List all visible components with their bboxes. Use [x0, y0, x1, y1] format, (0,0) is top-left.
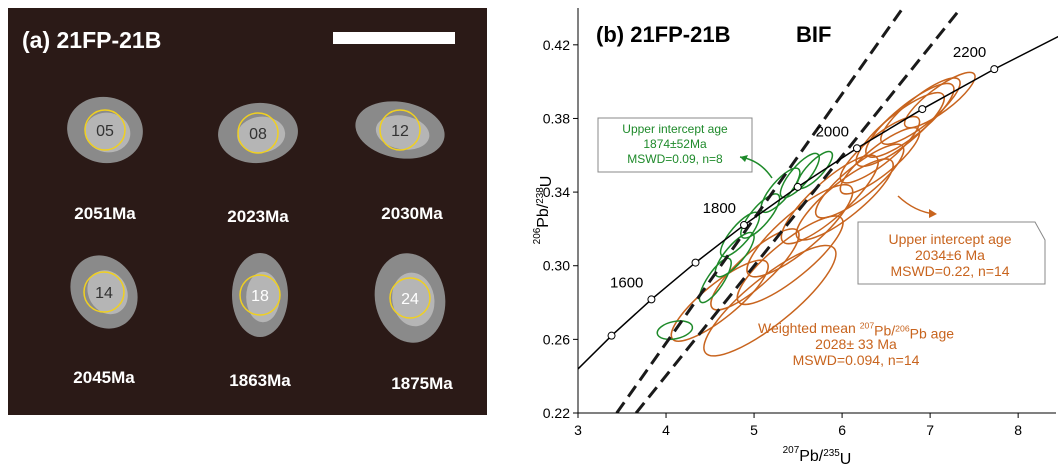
age-label: 2000 — [816, 123, 849, 140]
y-tick-label: 0.42 — [543, 37, 570, 53]
weighted-annotation: MSWD=0.094, n=14 — [793, 352, 920, 368]
text-part: Pb/ — [799, 448, 824, 464]
age-marker — [853, 145, 860, 152]
grain-age: 1875Ma — [391, 374, 453, 393]
superscript: 207 — [860, 321, 875, 331]
text-part: Pb age — [910, 325, 955, 341]
orange-annotation: MSWD=0.22, n=14 — [890, 263, 1009, 279]
superscript: 207 — [783, 445, 800, 456]
text-part: Weighted mean — [758, 320, 860, 336]
x-axis-label: 207Pb/235U — [783, 445, 852, 464]
text-part: U — [840, 451, 852, 464]
x-tick-label: 7 — [926, 422, 934, 438]
spot-label: 05 — [96, 123, 114, 140]
figure: (a) 21FP-21B 05 2051Ma 08 2023Ma 12 2030Ma 14 2… — [0, 0, 1058, 464]
green-annotation: 1874±52Ma — [643, 137, 707, 151]
chart-subtitle: BIF — [796, 22, 831, 47]
y-tick-label: 0.26 — [543, 331, 570, 347]
age-label: 1600 — [610, 274, 643, 291]
weighted-annotation: 2028± 33 Ma — [815, 336, 897, 352]
orange-arrowhead — [929, 209, 937, 218]
grain-age: 2051Ma — [74, 204, 136, 223]
x-tick-label: 4 — [662, 422, 670, 438]
spot-label: 24 — [401, 291, 419, 308]
age-marker — [794, 183, 801, 190]
superscript: 206 — [532, 227, 543, 244]
superscript: 235 — [823, 448, 840, 459]
spot-label: 12 — [391, 123, 409, 140]
age-marker — [741, 222, 748, 229]
grain-age: 2030Ma — [381, 204, 443, 223]
y-tick-label: 0.22 — [543, 405, 570, 421]
green-annotation: MSWD=0.09, n=8 — [627, 152, 723, 166]
age-marker — [692, 259, 699, 266]
age-label: 1800 — [703, 200, 736, 217]
y-tick-label: 0.30 — [543, 258, 570, 274]
age-label: 2200 — [953, 44, 986, 61]
age-marker — [991, 66, 998, 73]
scale-bar — [333, 32, 455, 44]
green-annotation: Upper intercept age — [622, 122, 728, 136]
age-marker — [919, 106, 926, 113]
orange-annotation: Upper intercept age — [889, 231, 1012, 247]
grain-age: 1863Ma — [229, 371, 291, 390]
superscript: 238 — [535, 187, 546, 204]
x-tick-label: 3 — [574, 422, 582, 438]
y-tick-label: 0.38 — [543, 110, 570, 126]
y-axis-label: 206Pb/238U — [532, 176, 555, 245]
spot-label: 14 — [95, 285, 113, 302]
grain-age: 2045Ma — [73, 368, 135, 387]
x-tick-label: 5 — [750, 422, 758, 438]
chart-title: (b) 21FP-21B — [596, 22, 730, 47]
spot-label: 08 — [249, 126, 267, 143]
x-tick-label: 8 — [1014, 422, 1022, 438]
text-part: U — [538, 176, 555, 188]
x-tick-label: 6 — [838, 422, 846, 438]
orange-annotation: 2034±6 Ma — [915, 247, 985, 263]
age-marker — [648, 296, 655, 303]
text-part: Pb/ — [535, 203, 552, 228]
superscript: 206 — [895, 323, 910, 333]
grain-age: 2023Ma — [227, 207, 289, 226]
spot-label: 18 — [251, 288, 269, 305]
age-marker — [608, 332, 615, 339]
error-ellipse — [694, 254, 736, 306]
panel-a-title: (a) 21FP-21B — [22, 27, 161, 53]
